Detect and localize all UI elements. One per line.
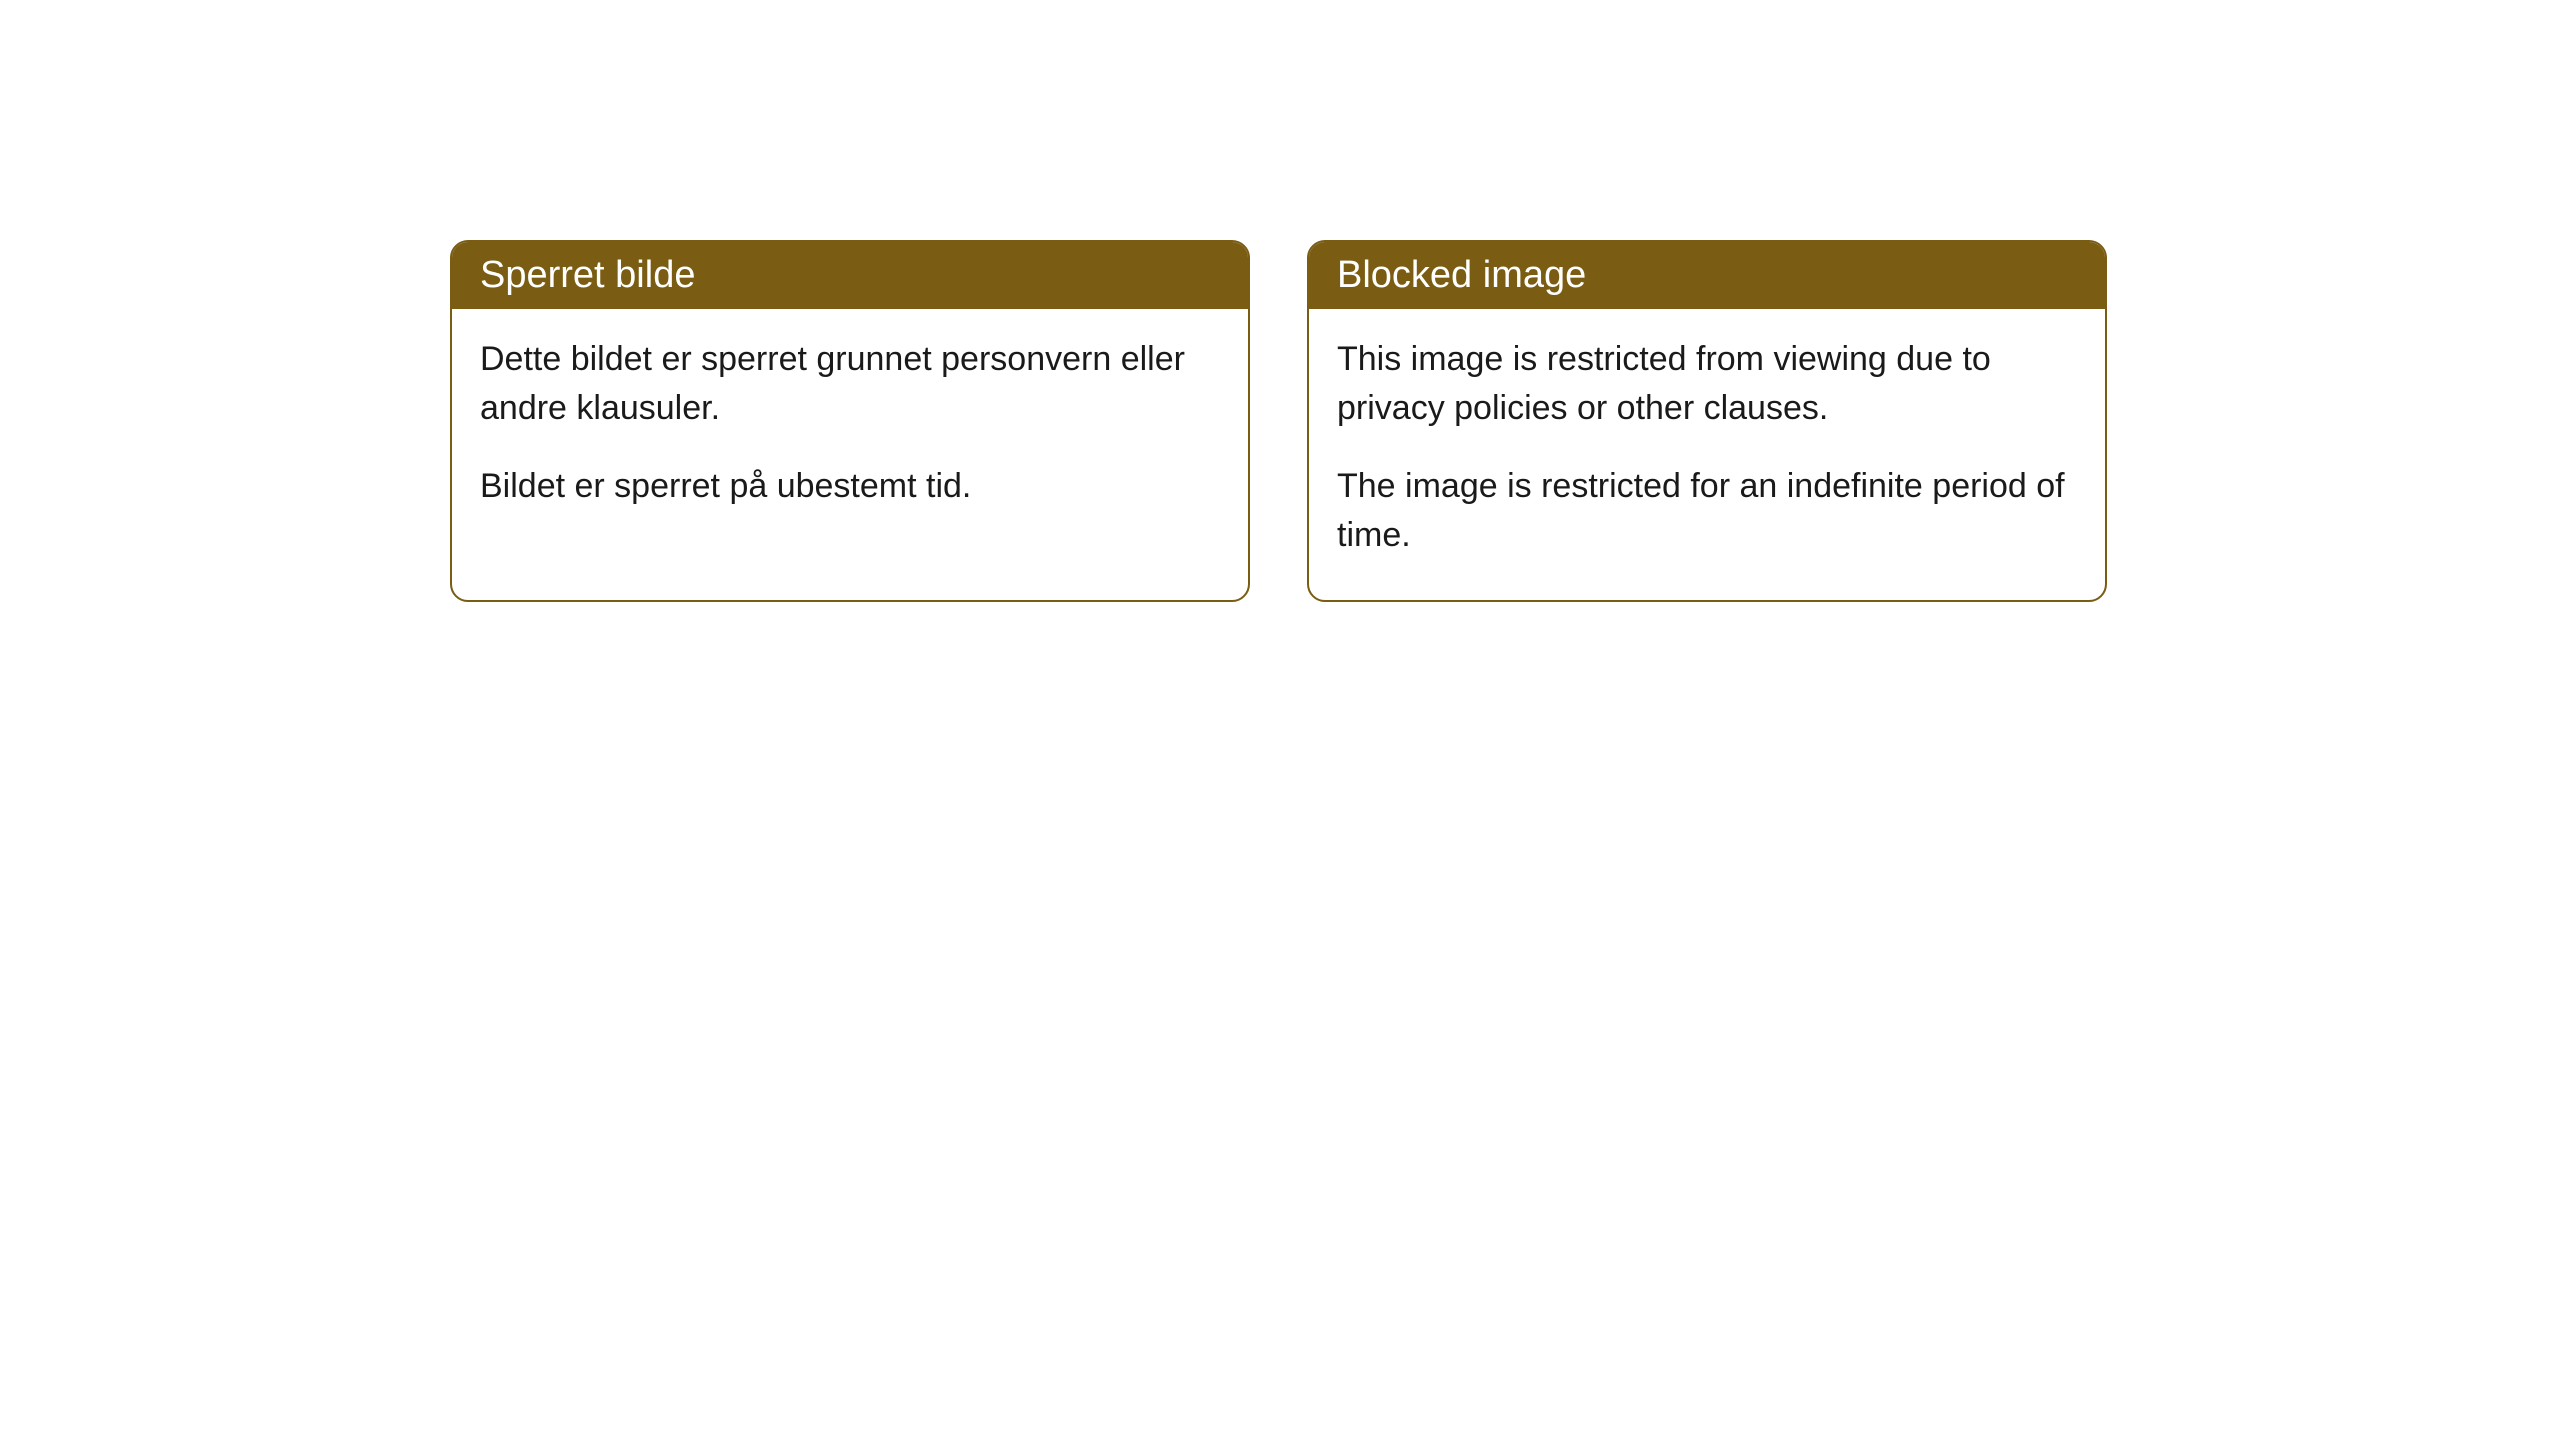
card-paragraph: Dette bildet er sperret grunnet personve… [480,335,1220,434]
card-body: Dette bildet er sperret grunnet personve… [452,309,1248,551]
notice-card-english: Blocked image This image is restricted f… [1307,240,2107,602]
card-paragraph: The image is restricted for an indefinit… [1337,462,2077,561]
card-header: Blocked image [1309,242,2105,309]
card-title: Sperret bilde [480,254,695,296]
notice-container: Sperret bilde Dette bildet er sperret gr… [450,240,2107,602]
card-paragraph: Bildet er sperret på ubestemt tid. [480,462,1220,511]
card-header: Sperret bilde [452,242,1248,309]
card-body: This image is restricted from viewing du… [1309,309,2105,600]
notice-card-norwegian: Sperret bilde Dette bildet er sperret gr… [450,240,1250,602]
card-title: Blocked image [1337,254,1586,296]
card-paragraph: This image is restricted from viewing du… [1337,335,2077,434]
